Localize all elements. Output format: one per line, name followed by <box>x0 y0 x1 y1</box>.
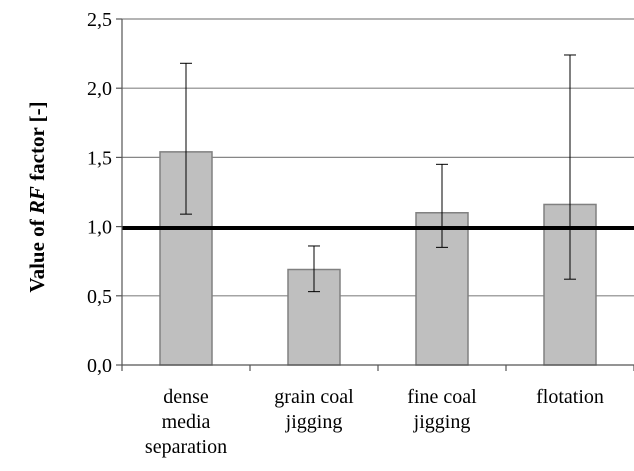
y-axis-label-prefix: Value of <box>25 214 49 293</box>
x-category-label: flotation <box>536 386 604 408</box>
x-category-label: dense media separation <box>145 386 227 458</box>
error-bars <box>180 54 576 293</box>
x-category-label: fine coal jigging <box>407 386 477 433</box>
y-tick-label: 0,5 <box>87 286 112 308</box>
x-category-label-line: separation <box>145 436 227 458</box>
x-category-label-line: jigging <box>413 411 471 433</box>
x-category-label-line: fine coal <box>407 386 477 408</box>
y-tick-label: 0,0 <box>87 355 112 377</box>
y-tick-label: 1,5 <box>87 147 112 169</box>
y-axis-label-rf: RF <box>25 186 49 215</box>
y-axis-label: Value of RF factor [-] <box>25 101 49 292</box>
y-axis-label-suffix: factor [-] <box>25 101 49 186</box>
x-category-label-line: dense <box>163 386 209 408</box>
x-category-label-line: flotation <box>536 386 604 408</box>
x-category-label-line: media <box>162 411 211 433</box>
bar-series <box>159 151 597 366</box>
x-category-label-line: grain coal <box>274 386 354 408</box>
y-tick-labels: 0,0 0,5 1,0 1,5 2,0 2,5 <box>87 9 112 377</box>
y-tick-label: 1,0 <box>87 217 112 239</box>
x-category-label-line: jigging <box>285 411 343 433</box>
x-category-label: grain coal jigging <box>274 386 354 433</box>
axes <box>116 18 634 371</box>
y-tick-label: 2,0 <box>87 78 112 100</box>
y-tick-label: 2,5 <box>87 9 112 31</box>
